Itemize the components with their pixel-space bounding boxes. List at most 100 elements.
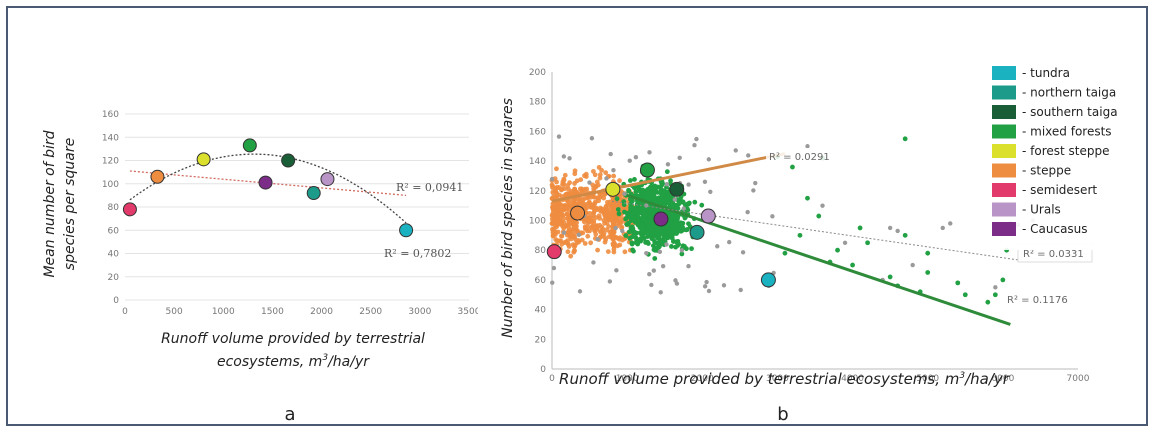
chart-b-forest-point bbox=[626, 214, 632, 220]
chart-b-ytick-label: 40 bbox=[535, 306, 547, 316]
chart-b-trendline-urals bbox=[612, 200, 1033, 263]
chart-b-steppe-point bbox=[596, 198, 602, 204]
legend-swatch-tundra bbox=[992, 66, 1016, 80]
chart-b-forest-point bbox=[658, 185, 663, 191]
chart-b-steppe-point bbox=[551, 214, 556, 219]
chart-a-xlabel-line2: ecosystems, m3/ha/yr bbox=[217, 353, 370, 370]
chart-b-forest-point bbox=[654, 206, 660, 212]
chart-b-mean-urals bbox=[700, 208, 716, 224]
chart-b-steppe-point bbox=[559, 186, 565, 192]
legend-label-urals: - Urals bbox=[1022, 203, 1061, 217]
chart-b-steppe-point bbox=[563, 224, 569, 229]
chart-b-ytick-label: 20 bbox=[535, 335, 547, 345]
chart-b-forest-point bbox=[633, 235, 639, 240]
chart-b-urals-point bbox=[740, 250, 746, 255]
chart-b-steppe-point bbox=[566, 219, 572, 225]
chart-a-point-mixed-forests bbox=[242, 138, 257, 153]
chart-b-urals-point bbox=[664, 182, 670, 187]
chart-a-ytick-label: 140 bbox=[102, 133, 119, 143]
chart-b-urals-point bbox=[770, 214, 775, 219]
chart-a-point-urals bbox=[320, 172, 335, 187]
chart-b-mean-northern-taiga bbox=[689, 224, 705, 240]
chart-b-forest-point bbox=[645, 225, 651, 230]
chart-b-forest-point bbox=[835, 247, 840, 253]
chart-b-xtick-label: 1000 bbox=[616, 374, 639, 384]
chart-b-forest-point bbox=[816, 213, 822, 219]
chart-b-urals-point bbox=[677, 155, 682, 161]
chart-a-point-steppe bbox=[150, 169, 165, 184]
chart-a-x-ticks: 0 500 1000 1500 2000 2500 3000 3500 bbox=[122, 307, 478, 317]
chart-b-urals-point bbox=[681, 206, 686, 211]
chart-b-forest-point bbox=[674, 223, 680, 228]
chart-b-steppe-point bbox=[594, 179, 600, 185]
chart-a-xtick-label: 500 bbox=[166, 307, 183, 317]
chart-b-forest-point bbox=[797, 232, 803, 238]
chart-b-r2-forest: R² = 0.1176 bbox=[1007, 295, 1068, 306]
chart-b-urals-point bbox=[651, 268, 657, 273]
chart-b-forest-point bbox=[651, 234, 657, 239]
chart-b-xlabel: Runoff volume provided by terrestrial ec… bbox=[559, 370, 1010, 388]
chart-a-xtick-label: 3500 bbox=[458, 307, 478, 317]
chart-b-mean-southern-taiga bbox=[669, 181, 685, 197]
chart-b-forest-point bbox=[692, 199, 698, 205]
chart-a-poly-trendline bbox=[129, 153, 407, 224]
chart-a-ylabel-line2: species per square bbox=[62, 138, 78, 270]
chart-b-steppe-point bbox=[611, 173, 617, 179]
chart-b-urals-point bbox=[608, 151, 613, 157]
chart-b-urals-point bbox=[561, 230, 567, 235]
chart-b-urals-point bbox=[753, 180, 758, 186]
chart-b-xtick-label: 7000 bbox=[1067, 374, 1090, 384]
chart-b-trendline-forest bbox=[626, 193, 1011, 326]
chart-b-steppe-point bbox=[601, 195, 607, 201]
chart-b-urals-point bbox=[993, 285, 998, 290]
chart-a-ytick-label: 20 bbox=[108, 273, 120, 283]
chart-a-point-caucasus bbox=[258, 175, 273, 190]
chart-b-forest-point bbox=[650, 243, 656, 249]
chart-b-forest-point bbox=[675, 213, 681, 219]
chart-b-urals-point bbox=[692, 142, 697, 148]
chart-b-forest-point bbox=[657, 231, 663, 237]
chart-b-forest-point bbox=[651, 194, 657, 200]
chart-b-steppe-point bbox=[599, 167, 604, 173]
chart-b-forest-point bbox=[865, 240, 870, 246]
chart-a-ytick-label: 160 bbox=[102, 110, 119, 120]
chart-b-ylabel: Number of bird species in squares bbox=[500, 98, 516, 338]
chart-b-mean-forest-steppe bbox=[605, 181, 621, 197]
chart-b-forest-point bbox=[631, 229, 637, 235]
chart-b-urals-point bbox=[595, 237, 600, 242]
legend-swatch-southern-taiga bbox=[992, 105, 1016, 119]
chart-b-urals-point bbox=[702, 284, 708, 289]
chart-b-steppe-point bbox=[602, 220, 608, 226]
chart-b-steppe-point bbox=[566, 186, 571, 192]
chart-b-ytick-label: 120 bbox=[529, 187, 546, 197]
chart-b-steppe-point bbox=[564, 212, 570, 217]
chart-b-urals-point bbox=[589, 136, 595, 141]
legend-swatch-caucasus bbox=[992, 222, 1016, 236]
chart-b-urals-point bbox=[644, 250, 649, 256]
chart-b-steppe-point bbox=[592, 172, 598, 178]
chart-b-steppe-point bbox=[611, 249, 617, 255]
chart-b-urals-point bbox=[910, 262, 915, 268]
chart-b-forest-point bbox=[640, 192, 646, 198]
chart-b-forest-point bbox=[628, 197, 634, 203]
legend-label-northern-taiga: - northern taiga bbox=[1022, 86, 1116, 100]
legend-swatch-steppe bbox=[992, 163, 1016, 178]
chart-b-steppe-point bbox=[616, 220, 622, 226]
chart-b-steppe-point bbox=[579, 186, 585, 192]
chart-b-steppe-point bbox=[553, 194, 559, 200]
chart-a-xlabel-unit: /ha/yr bbox=[326, 354, 370, 370]
panel-label-b: b bbox=[777, 404, 788, 424]
chart-b-forest-point bbox=[647, 233, 653, 238]
chart-a-xtick-label: 3000 bbox=[408, 307, 431, 317]
chart-b-steppe-point bbox=[584, 186, 590, 192]
chart-b-urals-point bbox=[805, 144, 810, 149]
chart-b-steppe-point bbox=[602, 239, 608, 245]
chart-b-steppe-point bbox=[610, 214, 616, 219]
chart-b-forest-point bbox=[782, 250, 788, 256]
chart-b-urals-point bbox=[674, 281, 680, 286]
chart-b-forest-point bbox=[655, 240, 661, 246]
chart-b-mean-caucasus bbox=[653, 211, 669, 227]
chart-b-forest-point bbox=[668, 178, 673, 184]
chart-a-r2-linear: R² = 0,0941 bbox=[396, 181, 463, 194]
chart-b-xtick-label: 6000 bbox=[991, 374, 1014, 384]
